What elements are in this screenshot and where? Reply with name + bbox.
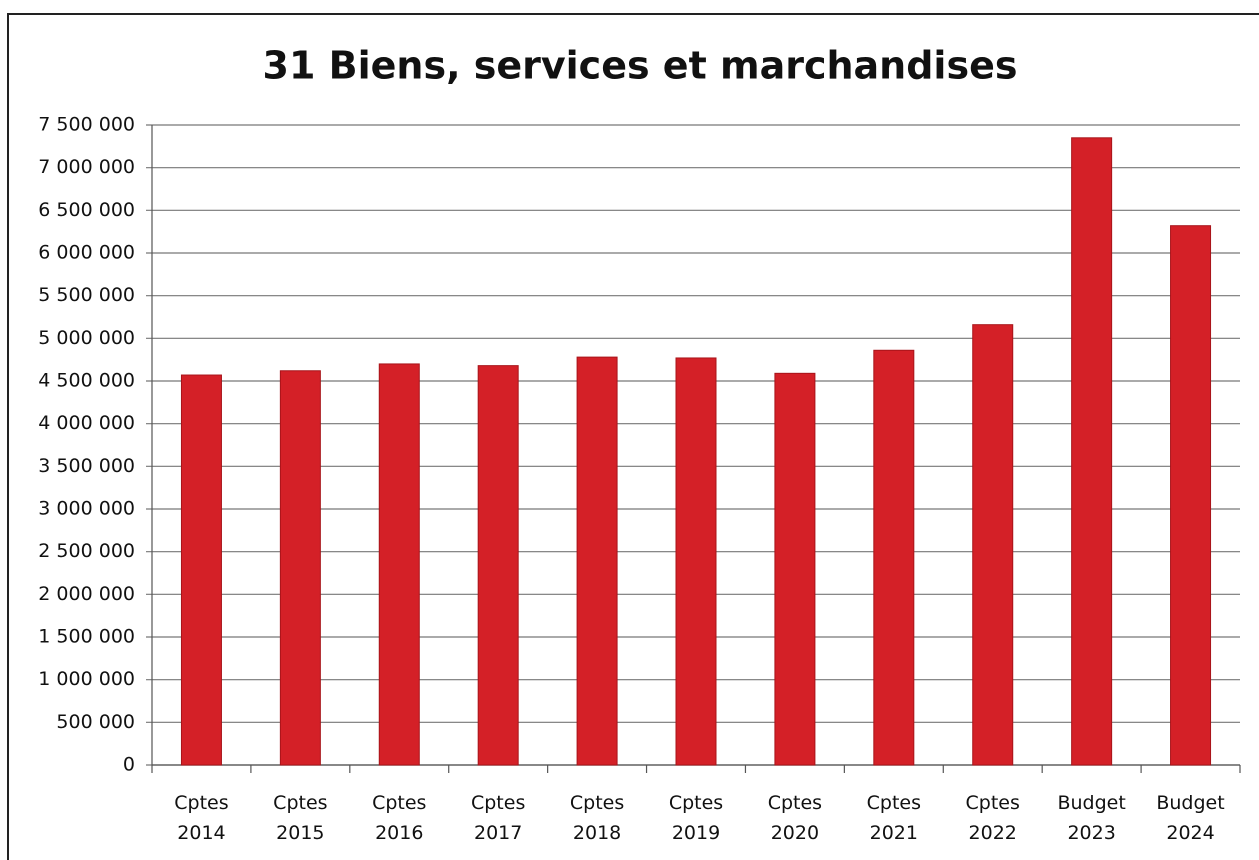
y-tick-label: 1 500 000: [38, 626, 135, 648]
bar: [180, 374, 222, 766]
bar: [774, 372, 816, 766]
y-tick-label: 5 000 000: [38, 327, 135, 349]
bar: [873, 349, 915, 766]
x-tick-label: Cptes 2018: [570, 792, 624, 844]
y-tick-label: 4 000 000: [38, 412, 135, 434]
y-tick-label: 3 000 000: [38, 498, 135, 520]
y-tick-label: 5 500 000: [38, 284, 135, 306]
bar: [477, 365, 519, 766]
bar: [675, 357, 717, 766]
y-tick-label: 7 000 000: [38, 156, 135, 178]
y-tick-label: 2 500 000: [38, 540, 135, 562]
x-tick-label: Cptes 2020: [768, 792, 822, 844]
y-tick-label: 3 500 000: [38, 455, 135, 477]
y-tick-label: 6 000 000: [38, 242, 135, 264]
y-tick-label: 0: [123, 754, 135, 776]
x-tick-label: Cptes 2021: [867, 792, 921, 844]
y-tick-label: 6 500 000: [38, 199, 135, 221]
bar: [378, 363, 420, 766]
y-tick-label: 1 000 000: [38, 668, 135, 690]
chart-title: 31 Biens, services et marchandises: [263, 44, 1018, 88]
x-tick-label: Cptes 2016: [372, 792, 426, 844]
x-tick-label: Cptes 2022: [966, 792, 1020, 844]
frame: [7, 13, 1259, 860]
y-tick-label: 2 000 000: [38, 583, 135, 605]
y-tick-label: 4 500 000: [38, 370, 135, 392]
bar: [279, 370, 321, 766]
x-tick-label: Budget 2024: [1156, 792, 1224, 844]
bar: [1170, 225, 1212, 766]
y-tick-label: 7 500 000: [38, 114, 135, 136]
y-tick-label: 500 000: [56, 711, 135, 733]
x-tick-label: Budget 2023: [1057, 792, 1125, 844]
x-tick-label: Cptes 2019: [669, 792, 723, 844]
x-tick-label: Cptes 2017: [471, 792, 525, 844]
bar: [972, 324, 1014, 766]
x-tick-label: Cptes 2014: [174, 792, 228, 844]
bar: [1071, 137, 1113, 766]
x-tick-label: Cptes 2015: [273, 792, 327, 844]
bar: [576, 356, 618, 766]
